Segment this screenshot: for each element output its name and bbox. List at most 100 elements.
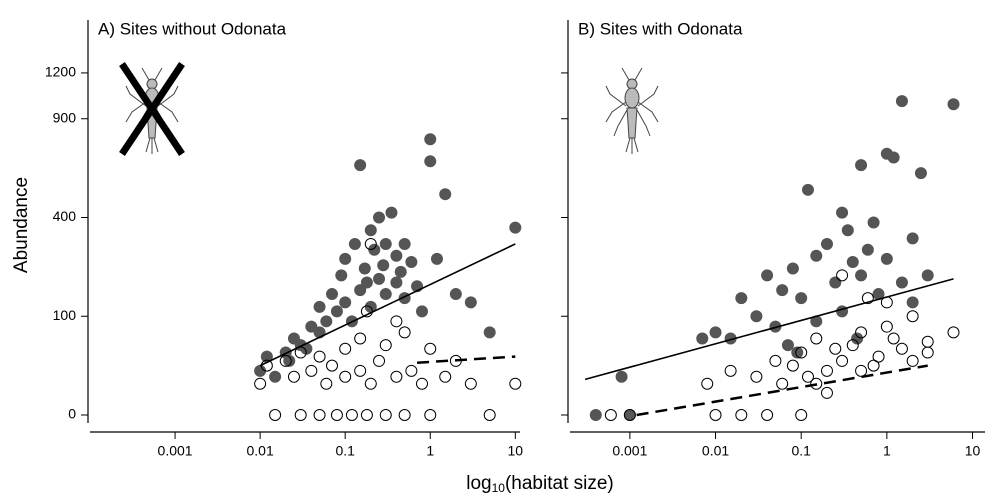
filled-point (862, 244, 873, 255)
open-point (280, 355, 291, 366)
filled-point (417, 306, 428, 317)
x-tick-label: 10 (965, 443, 981, 459)
filled-point (590, 410, 601, 421)
open-point (314, 351, 325, 362)
filled-point (811, 250, 822, 261)
filled-point (374, 212, 385, 223)
open-point (361, 410, 372, 421)
open-point (837, 270, 848, 281)
open-point (751, 371, 762, 382)
filled-point (915, 168, 926, 179)
open-point (922, 347, 933, 358)
filled-point (440, 189, 451, 200)
filled-point (837, 207, 848, 218)
open-point (811, 333, 822, 344)
filled-point (510, 222, 521, 233)
open-point (624, 410, 635, 421)
figure: Abundance log10(habitat size) 0100400900… (0, 0, 1001, 496)
x-label-part: (habitat size) (505, 473, 614, 494)
filled-point (802, 184, 813, 195)
open-point (321, 378, 332, 389)
open-point (837, 355, 848, 366)
open-point (736, 410, 747, 421)
filled-point (616, 371, 627, 382)
filled-point (425, 134, 436, 145)
fit-line (585, 279, 953, 380)
open-point (888, 333, 899, 344)
open-point (391, 316, 402, 327)
x-tick-label: 0.001 (612, 443, 647, 459)
filled-point (948, 99, 959, 110)
open-point (346, 410, 357, 421)
filled-point (340, 253, 351, 264)
open-point (365, 378, 376, 389)
open-point (406, 365, 417, 376)
filled-point (736, 293, 747, 304)
filled-point (340, 297, 351, 308)
filled-point (391, 250, 402, 261)
open-point (868, 360, 879, 371)
x-axis-label: log10(habitat size) (466, 473, 614, 495)
open-point (314, 410, 325, 421)
filled-point (270, 371, 281, 382)
open-point (702, 378, 713, 389)
x-label-sub: 10 (492, 481, 506, 495)
filled-point (777, 285, 788, 296)
filled-point (484, 327, 495, 338)
filled-point (450, 289, 461, 300)
filled-point (365, 225, 376, 236)
x-label-part: log (466, 473, 491, 494)
x-tick-label: 1 (426, 443, 434, 459)
panel-title: A) Sites without Odonata (98, 19, 287, 38)
x-tick-label: 0.1 (791, 443, 811, 459)
open-point (425, 410, 436, 421)
open-point (355, 365, 366, 376)
filled-point (907, 233, 918, 244)
open-point (907, 355, 918, 366)
filled-point (868, 217, 879, 228)
panel: 0.0010.010.1110B) Sites with Odonata (561, 19, 985, 458)
filled-point (856, 160, 867, 171)
open-point (725, 365, 736, 376)
open-point (255, 378, 266, 389)
filled-point (399, 238, 410, 249)
filled-point (327, 289, 338, 300)
open-point (306, 365, 317, 376)
filled-point (374, 273, 385, 284)
open-point (762, 410, 773, 421)
filled-point (856, 270, 867, 281)
panel-title: B) Sites with Odonata (578, 19, 743, 38)
open-point (710, 410, 721, 421)
filled-point (922, 270, 933, 281)
x-tick-label: 0.001 (158, 443, 193, 459)
open-point (374, 355, 385, 366)
filled-point (378, 260, 389, 271)
filled-point (888, 152, 899, 163)
filled-point (751, 311, 762, 322)
open-point (270, 410, 281, 421)
x-tick-label: 0.01 (702, 443, 729, 459)
filled-point (380, 238, 391, 249)
y-tick-label: 100 (53, 307, 77, 323)
open-point (821, 387, 832, 398)
filled-point (355, 160, 366, 171)
open-point (770, 355, 781, 366)
open-point (340, 343, 351, 354)
x-tick-label: 10 (508, 443, 524, 459)
filled-point (821, 238, 832, 249)
open-point (881, 321, 892, 332)
y-tick-label: 0 (68, 406, 76, 422)
open-point (907, 311, 918, 322)
filled-point (336, 270, 347, 281)
filled-point (465, 297, 476, 308)
filled-point (796, 293, 807, 304)
open-point (380, 340, 391, 351)
y-axis-label: Abundance (11, 177, 32, 273)
open-point (380, 410, 391, 421)
open-point (796, 347, 807, 358)
open-point (830, 343, 841, 354)
filled-point (391, 277, 402, 288)
fit-line (417, 357, 515, 363)
x-tick-label: 0.1 (335, 443, 355, 459)
open-point (331, 410, 342, 421)
